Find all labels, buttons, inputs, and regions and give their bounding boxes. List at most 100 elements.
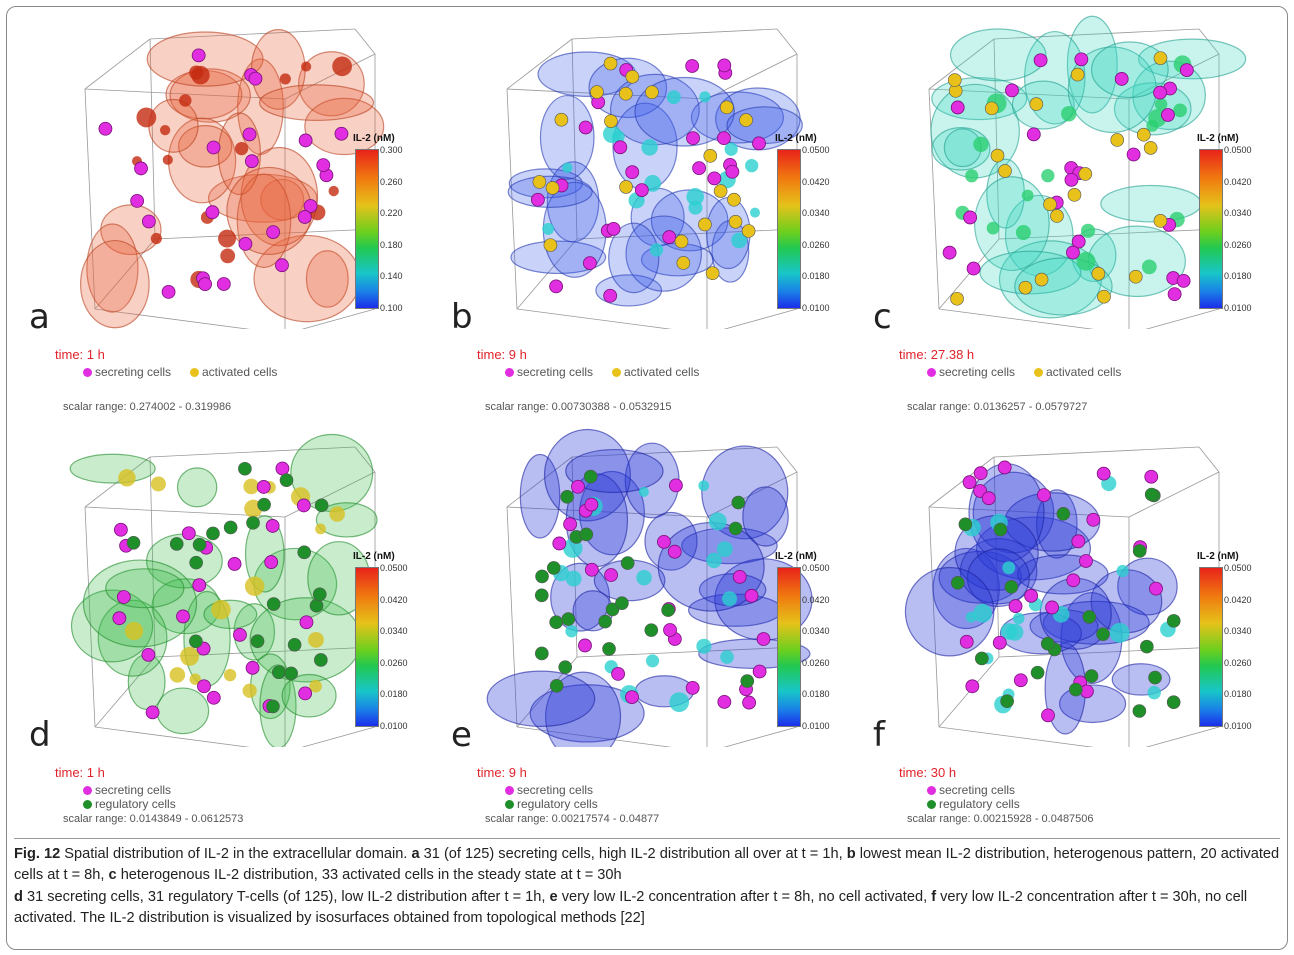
box-edge bbox=[998, 646, 1220, 658]
secreting-cell bbox=[1045, 600, 1059, 615]
box-edge bbox=[154, 228, 376, 240]
colorbar-tick-label: 0.0260 bbox=[380, 657, 408, 668]
secreting-cell bbox=[1167, 287, 1182, 302]
legend-secreting-label: secreting cells bbox=[95, 365, 172, 379]
secreting-cell bbox=[176, 609, 190, 624]
figure: IL-2 (nM) 0.300 0.260 0.220 0.180 0.140 0.100 a… bbox=[6, 6, 1288, 950]
secreting-cell bbox=[752, 664, 767, 679]
box-edge bbox=[1128, 53, 1220, 100]
colorbar-tick-label: 0.0420 bbox=[1224, 176, 1252, 187]
colorbar-tick-label: 0.0180 bbox=[1224, 271, 1252, 282]
panel-letter: a bbox=[29, 297, 50, 337]
legend-regulatory: regulatory cells bbox=[83, 797, 176, 811]
secreting-cell bbox=[198, 277, 212, 292]
isosurface-render-b bbox=[506, 28, 803, 329]
box-edge bbox=[516, 308, 673, 329]
regulatory-cell bbox=[1040, 636, 1055, 651]
regulatory-cell bbox=[615, 596, 629, 610]
concentration-core bbox=[1173, 103, 1187, 118]
legend-secreting-label: secreting cells bbox=[939, 783, 1016, 797]
secreting-cell bbox=[963, 210, 978, 225]
secreting-cell bbox=[197, 679, 211, 694]
concentration-core bbox=[1041, 169, 1055, 183]
legend-regulatory: regulatory cells bbox=[927, 797, 1020, 811]
regulatory-cell bbox=[287, 637, 302, 652]
activated-cell bbox=[603, 56, 618, 71]
colorbar bbox=[355, 149, 379, 309]
legend-activated-label: activated cells bbox=[1046, 365, 1122, 379]
concentration-core bbox=[211, 599, 231, 620]
box-edge bbox=[506, 38, 573, 90]
secreting-cell bbox=[692, 161, 706, 176]
box-edge bbox=[1145, 726, 1220, 747]
box-edge bbox=[993, 456, 1000, 658]
concentration-core bbox=[669, 692, 690, 712]
legend-regulatory: regulatory cells bbox=[505, 797, 598, 811]
regulatory-cell bbox=[312, 587, 327, 602]
regulatory-cell bbox=[535, 646, 549, 661]
regulatory-cell bbox=[266, 699, 280, 714]
colorbar-tick-label: 0.180 bbox=[380, 239, 403, 250]
isosurface-blob bbox=[169, 68, 251, 123]
box-edge bbox=[993, 446, 1200, 458]
box-edge bbox=[1198, 28, 1220, 55]
concentration-core bbox=[223, 668, 237, 682]
concentration-core bbox=[1080, 223, 1096, 238]
colorbar-tick-label: 0.0180 bbox=[1224, 689, 1252, 700]
activated-cell bbox=[674, 234, 689, 249]
concentration-core bbox=[159, 125, 171, 136]
concentration-core bbox=[180, 646, 200, 666]
concentration-core bbox=[636, 569, 652, 586]
isosurface-blob bbox=[979, 250, 1082, 295]
legend-secreting-label: secreting cells bbox=[939, 365, 1016, 379]
secreting-cell bbox=[303, 199, 318, 213]
caption-text-f: very low IL-2 concentration after t = 30… bbox=[14, 888, 1248, 927]
secreting-cell bbox=[238, 236, 253, 251]
concentration-core bbox=[720, 650, 734, 664]
secreting-cell bbox=[1041, 708, 1055, 723]
regulatory-cell bbox=[535, 569, 549, 584]
regulatory-cell bbox=[620, 556, 635, 570]
regulatory-cell bbox=[169, 537, 184, 551]
time-label: time: 9 h bbox=[477, 347, 527, 362]
concentration-core bbox=[986, 221, 1000, 235]
colorbar-tick-label: 0.0100 bbox=[380, 721, 408, 731]
concentration-core bbox=[1109, 622, 1130, 643]
secreting-cell bbox=[530, 192, 545, 207]
isosurface-blob bbox=[260, 178, 305, 221]
secreting-cell bbox=[233, 627, 247, 642]
colorbar bbox=[777, 149, 801, 309]
box-edge bbox=[776, 28, 798, 55]
isosurface-blob bbox=[258, 84, 375, 121]
isosurface-blob bbox=[70, 589, 154, 663]
regulatory-cell bbox=[246, 516, 260, 530]
concentration-core bbox=[749, 207, 761, 218]
isosurface-blob bbox=[69, 453, 156, 484]
secreting-cell bbox=[756, 632, 771, 646]
activated-cell bbox=[1050, 209, 1064, 223]
scalar-range: scalar range: 0.00217574 - 0.04877 bbox=[485, 813, 660, 825]
secreting-cell bbox=[1153, 85, 1167, 100]
caption-label-a: a bbox=[411, 846, 420, 862]
panel-b: IL-2 (nM) 0.0500 0.0420 0.0340 0.0260 0.0180 0… bbox=[437, 9, 847, 413]
concentration-core bbox=[136, 107, 157, 128]
colorbar-tick-label: 0.0500 bbox=[1224, 145, 1252, 155]
activated-cell bbox=[1034, 272, 1049, 287]
box-edge bbox=[506, 506, 518, 728]
regulatory-cell bbox=[257, 497, 271, 512]
regulatory-cell bbox=[644, 623, 659, 637]
secreting-cell bbox=[752, 136, 766, 151]
concentration-core bbox=[1147, 685, 1161, 700]
concentration-core bbox=[1116, 564, 1129, 578]
legend-regulatory-label: regulatory cells bbox=[95, 797, 176, 811]
colorbar-tick-label: 0.0340 bbox=[802, 626, 830, 637]
concentration-core bbox=[965, 169, 979, 183]
secreting-cell bbox=[265, 519, 280, 533]
activated-cell bbox=[1128, 269, 1143, 284]
regulatory-cell bbox=[238, 461, 252, 476]
secreting-cell bbox=[266, 225, 281, 240]
legend-activated-marker bbox=[1034, 368, 1043, 377]
concentration-core bbox=[716, 541, 733, 558]
regulatory-cell bbox=[1030, 665, 1045, 680]
secreting-cell bbox=[206, 690, 221, 705]
